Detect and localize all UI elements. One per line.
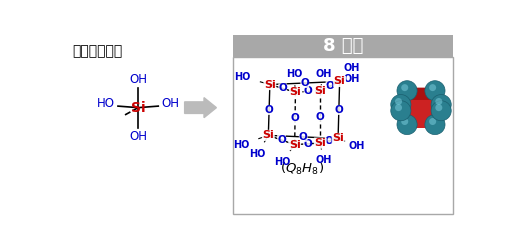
Text: O: O	[303, 139, 312, 149]
Text: Si: Si	[289, 87, 301, 97]
FancyBboxPatch shape	[406, 88, 437, 100]
Circle shape	[429, 118, 436, 125]
Circle shape	[395, 104, 402, 111]
Text: OH: OH	[344, 74, 360, 84]
Bar	[406, 88, 437, 128]
FancyArrow shape	[185, 98, 216, 118]
Text: オルトケイ酸: オルトケイ酸	[72, 45, 122, 59]
Circle shape	[431, 101, 451, 121]
Text: O: O	[299, 132, 308, 142]
Text: Si: Si	[264, 79, 276, 90]
Text: O: O	[325, 136, 333, 146]
Text: OH: OH	[162, 97, 180, 110]
Circle shape	[401, 118, 408, 125]
Circle shape	[397, 81, 417, 101]
Text: OH: OH	[344, 62, 360, 73]
Circle shape	[391, 95, 411, 115]
Text: Si: Si	[314, 86, 326, 96]
Text: Si: Si	[332, 133, 344, 143]
Text: O: O	[278, 83, 287, 93]
Bar	[233, 57, 453, 214]
Text: Si: Si	[334, 76, 346, 86]
Text: HO: HO	[249, 149, 266, 159]
Text: OH: OH	[315, 155, 332, 165]
Circle shape	[401, 84, 408, 91]
Text: Si: Si	[314, 138, 326, 148]
Text: HO: HO	[286, 69, 302, 79]
Text: Si: Si	[263, 130, 274, 140]
Text: Si: Si	[289, 140, 300, 150]
Text: Si: Si	[131, 101, 146, 115]
Text: O: O	[291, 114, 299, 124]
Text: O: O	[326, 81, 334, 91]
Circle shape	[436, 104, 442, 111]
Text: HO: HO	[235, 72, 251, 82]
Text: OH: OH	[129, 130, 147, 143]
Circle shape	[431, 95, 451, 115]
Text: O: O	[265, 105, 273, 115]
Circle shape	[429, 84, 436, 91]
Text: OH: OH	[315, 69, 332, 79]
Circle shape	[436, 98, 442, 105]
Text: HO: HO	[274, 157, 291, 167]
Circle shape	[395, 98, 402, 105]
Text: HO: HO	[96, 97, 115, 110]
Circle shape	[425, 115, 445, 135]
Text: HO: HO	[233, 140, 249, 150]
Text: O: O	[316, 112, 325, 122]
Text: O: O	[300, 78, 309, 88]
Text: O: O	[334, 105, 343, 115]
Text: 8 量体: 8 量体	[323, 37, 363, 55]
Text: $(Q_8H_8)$: $(Q_8H_8)$	[280, 161, 324, 177]
Circle shape	[391, 101, 411, 121]
Text: O: O	[277, 135, 286, 145]
Bar	[233, 35, 453, 57]
Text: O: O	[303, 86, 312, 96]
Text: OH: OH	[348, 141, 365, 151]
Text: OH: OH	[129, 73, 147, 86]
Circle shape	[397, 115, 417, 135]
Circle shape	[425, 81, 445, 101]
